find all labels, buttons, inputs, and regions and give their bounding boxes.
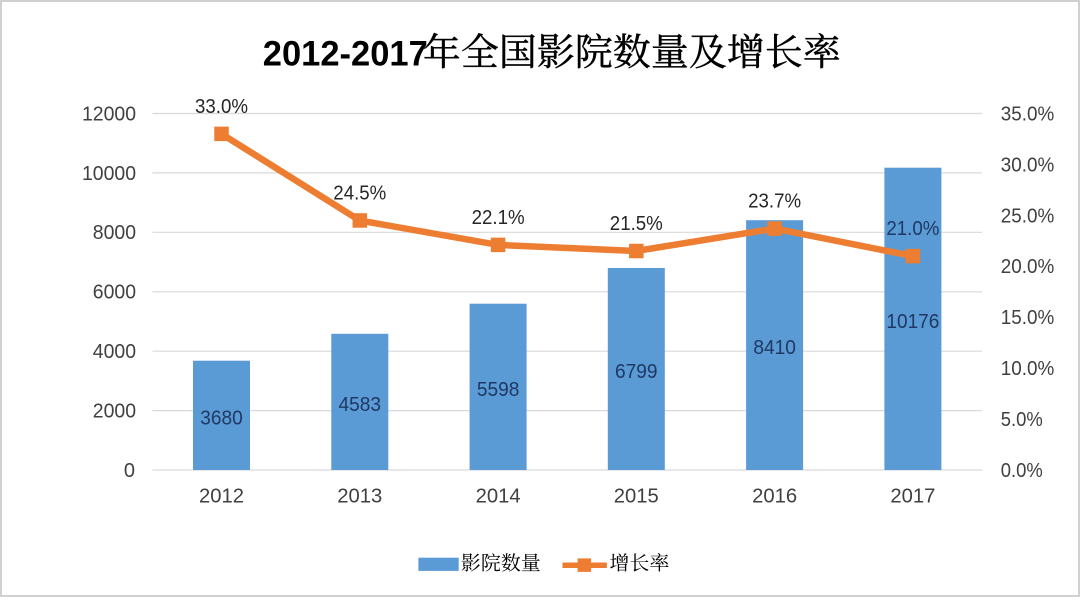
svg-text:35.0%: 35.0% <box>1001 103 1055 125</box>
svg-text:25.0%: 25.0% <box>1001 205 1055 227</box>
svg-text:2012: 2012 <box>199 486 244 508</box>
svg-text:2015: 2015 <box>614 486 659 508</box>
svg-text:10176: 10176 <box>886 311 939 333</box>
svg-text:3680: 3680 <box>200 407 243 429</box>
svg-text:2014: 2014 <box>476 486 521 508</box>
svg-text:4583: 4583 <box>339 394 382 416</box>
svg-text:33.0%: 33.0% <box>195 96 248 118</box>
svg-text:5598: 5598 <box>477 379 520 401</box>
svg-text:6000: 6000 <box>93 282 136 304</box>
svg-text:6799: 6799 <box>615 361 658 383</box>
svg-text:2000: 2000 <box>93 401 136 423</box>
svg-text:15.0%: 15.0% <box>1001 307 1055 329</box>
svg-text:21.0%: 21.0% <box>886 218 939 240</box>
svg-text:30.0%: 30.0% <box>1001 154 1055 176</box>
svg-text:8000: 8000 <box>93 222 136 244</box>
svg-text:8410: 8410 <box>753 337 796 359</box>
svg-text:0.0%: 0.0% <box>1001 460 1043 482</box>
svg-text:5.0%: 5.0% <box>1001 409 1043 431</box>
svg-text:23.7%: 23.7% <box>748 191 801 213</box>
svg-text:2017: 2017 <box>890 486 935 508</box>
svg-text:21.5%: 21.5% <box>610 213 663 235</box>
svg-text:2013: 2013 <box>337 486 382 508</box>
svg-text:0: 0 <box>124 460 135 482</box>
svg-text:10000: 10000 <box>82 163 136 185</box>
svg-text:10.0%: 10.0% <box>1001 358 1055 380</box>
svg-text:20.0%: 20.0% <box>1001 256 1055 278</box>
svg-text:22.1%: 22.1% <box>472 207 525 229</box>
svg-text:2016: 2016 <box>752 486 797 508</box>
svg-text:2012-2017: 2012-2017 <box>263 34 428 73</box>
svg-text:12000: 12000 <box>82 103 136 125</box>
svg-text:24.5%: 24.5% <box>333 183 386 205</box>
svg-text:4000: 4000 <box>93 341 136 363</box>
